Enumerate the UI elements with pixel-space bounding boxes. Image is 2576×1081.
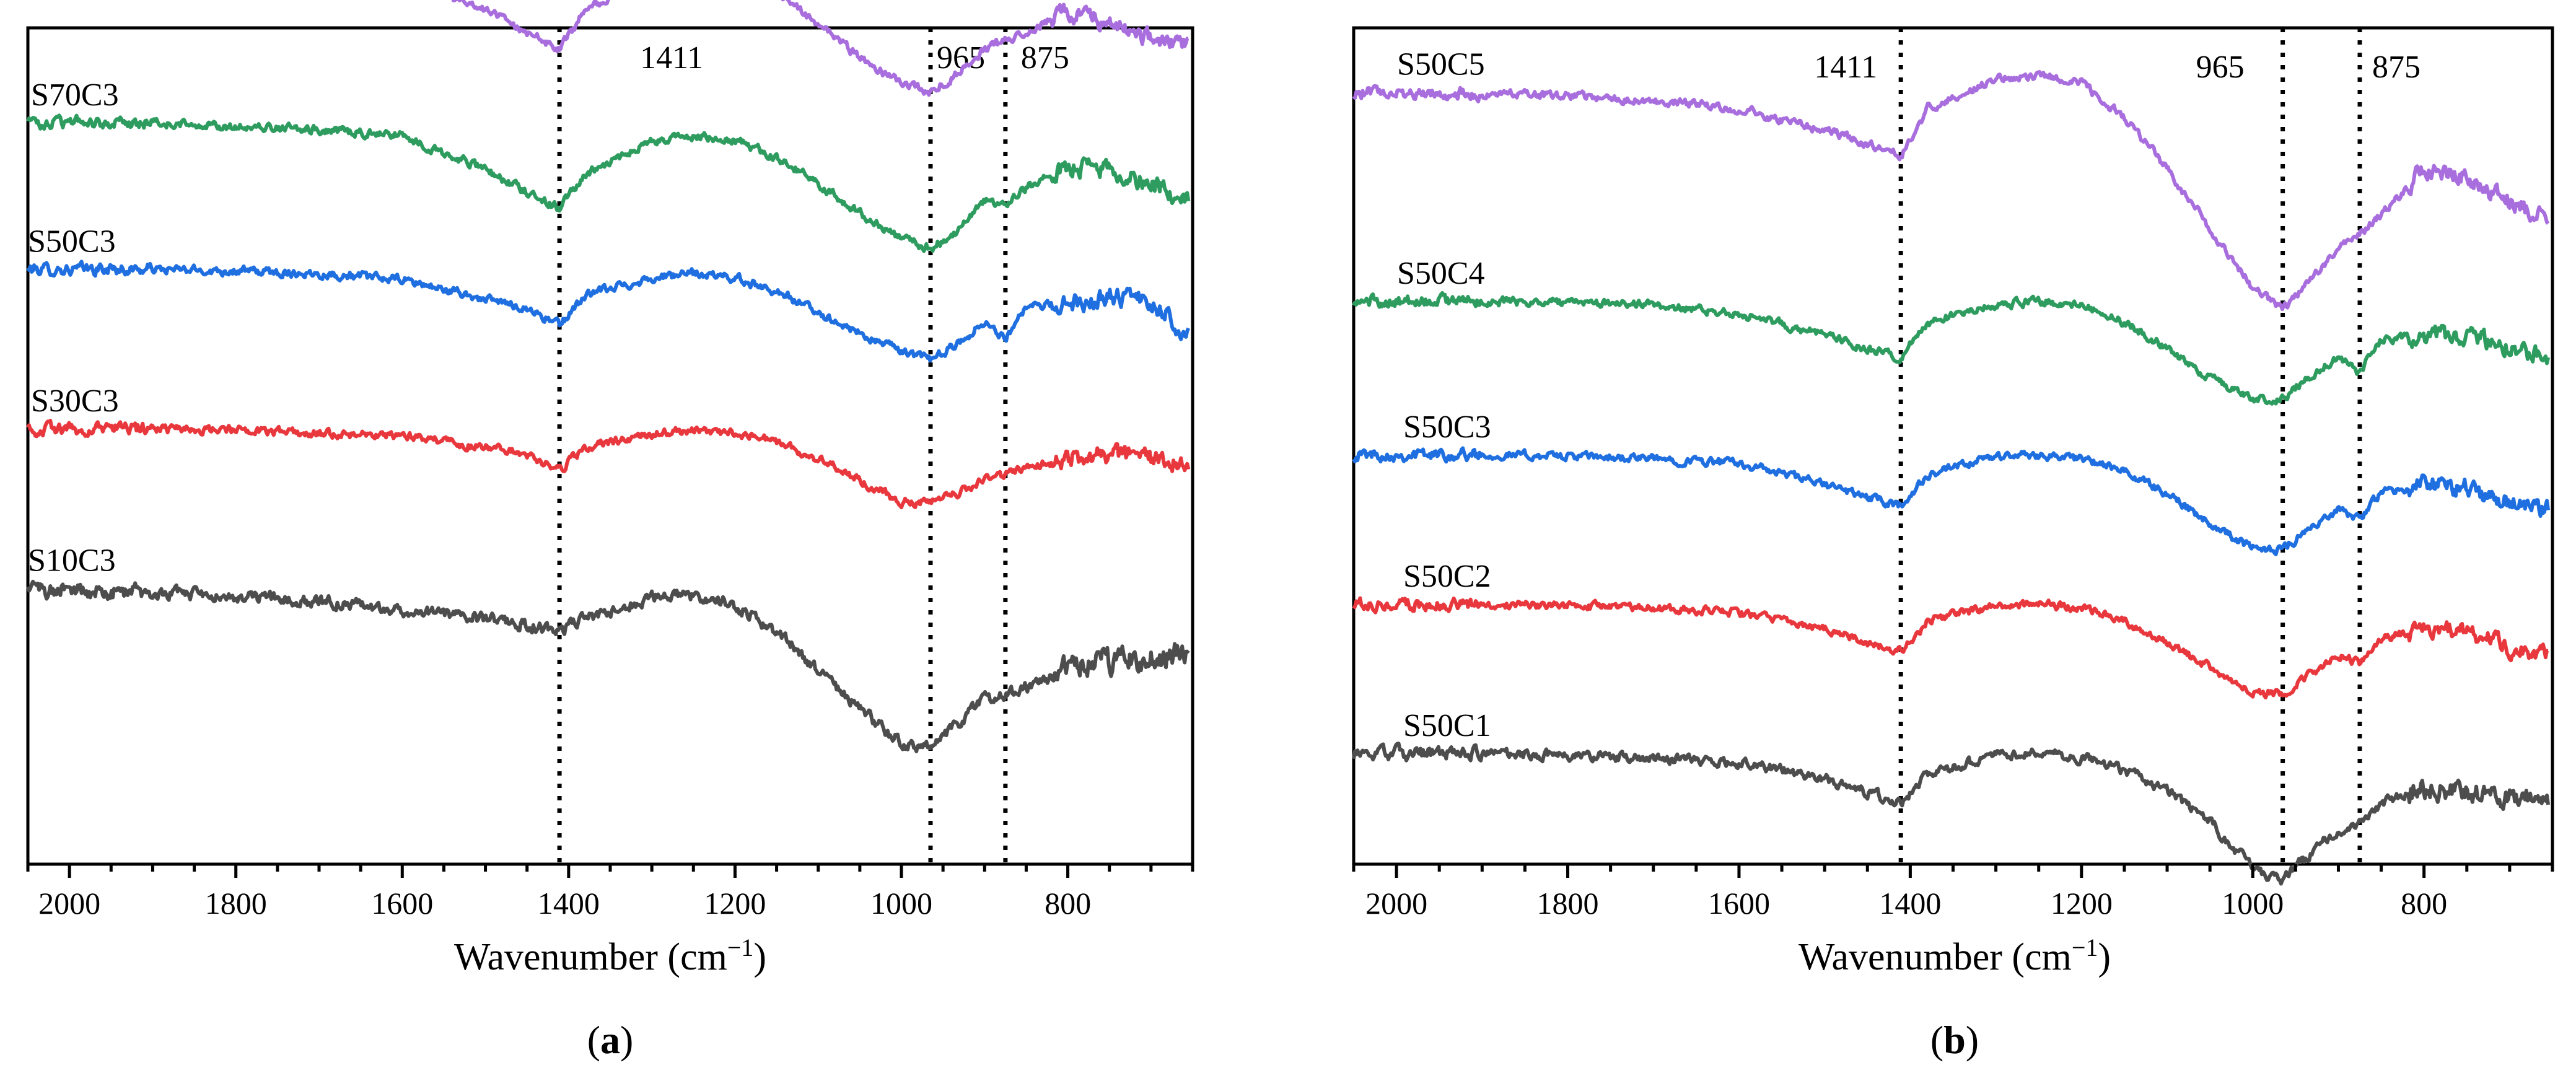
series-label-S50C4: S50C4	[1397, 256, 1485, 291]
x-tick-label: 2000	[38, 886, 100, 921]
series-line-S50C3	[26, 260, 1191, 363]
series-line-S30C3	[26, 419, 1191, 510]
panel-caption-b: (b)	[1930, 1018, 1979, 1062]
series-label-S50C5: S50C5	[1397, 46, 1485, 82]
series-line-S70C3	[26, 113, 1191, 253]
series-line-S50C3	[1352, 446, 2551, 556]
series-label-S50C2: S50C2	[1403, 559, 1491, 594]
panel-a: 1411 965 875 2000 1800 1600 1400 1200 1000 800 S…	[26, 0, 1194, 1062]
x-tick-label: 800	[1045, 886, 1091, 921]
x-tick-label: 1600	[371, 886, 433, 921]
x-tick-label: 1400	[1879, 886, 1941, 921]
x-tick-label: 1200	[704, 886, 766, 921]
series-line-S90C3	[451, 0, 1189, 97]
series-label-S50C3: S50C3	[1403, 409, 1491, 445]
x-tick-label: 1800	[205, 886, 267, 921]
series-line-S50C1	[1352, 742, 2551, 886]
reference-label-875: 875	[1021, 40, 1069, 76]
series-label-S50C1: S50C1	[1403, 708, 1491, 743]
x-tick-label: 1000	[2222, 886, 2284, 921]
series-label-S10C3: S10C3	[28, 543, 116, 579]
x-axis-label-b: Wavenumber (cm−1)	[1798, 934, 2111, 979]
panel-b: 1411 965 875 2000 1800 1600 1400 1200 1000 800 S…	[1352, 26, 2554, 1062]
reference-lines-b: 1411 965 875	[1814, 28, 2420, 864]
series-group-b	[1352, 70, 2551, 886]
series-label-S70C3: S70C3	[31, 77, 119, 113]
x-tick-label: 1200	[2051, 886, 2113, 921]
series-line-S50C2	[1352, 596, 2549, 700]
series-label-S50C3: S50C3	[28, 224, 116, 260]
x-tick-label: 1400	[538, 886, 600, 921]
series-labels-b: S50C1 S50C2 S50C3 S50C4 S50C5	[1397, 46, 1491, 743]
series-label-S30C3: S30C3	[31, 383, 119, 419]
reference-label-875: 875	[2372, 50, 2420, 85]
x-tick-label: 2000	[1365, 886, 1427, 921]
reference-label-1411: 1411	[1814, 50, 1877, 85]
series-labels-a: S10C3S30C3S50C3S70C3S90C3	[28, 77, 119, 579]
x-tick-label: 1600	[1708, 886, 1770, 921]
x-tick-label: 1800	[1537, 886, 1599, 921]
series-line-S50C4	[1352, 291, 2551, 406]
panel-caption-a: (a)	[587, 1018, 634, 1062]
reference-label-1411: 1411	[640, 40, 703, 76]
reference-label-965: 965	[2196, 50, 2245, 85]
x-ticks-b: 2000 1800 1600 1400 1200 1000 800	[1352, 864, 2554, 921]
x-tick-label: 1000	[870, 886, 932, 921]
series-line-S50C5	[1352, 70, 2550, 312]
x-ticks-a: 2000 1800 1600 1400 1200 1000 800	[26, 864, 1194, 921]
series-line-S10C3	[26, 579, 1190, 753]
series-group-a	[26, 0, 1191, 753]
x-tick-label: 800	[2401, 886, 2447, 921]
x-axis-label-a: Wavenumber (cm−1)	[454, 934, 766, 979]
